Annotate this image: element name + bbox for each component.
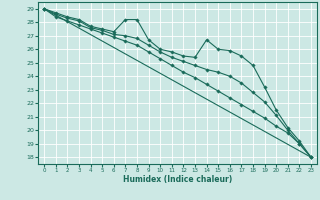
X-axis label: Humidex (Indice chaleur): Humidex (Indice chaleur): [123, 175, 232, 184]
